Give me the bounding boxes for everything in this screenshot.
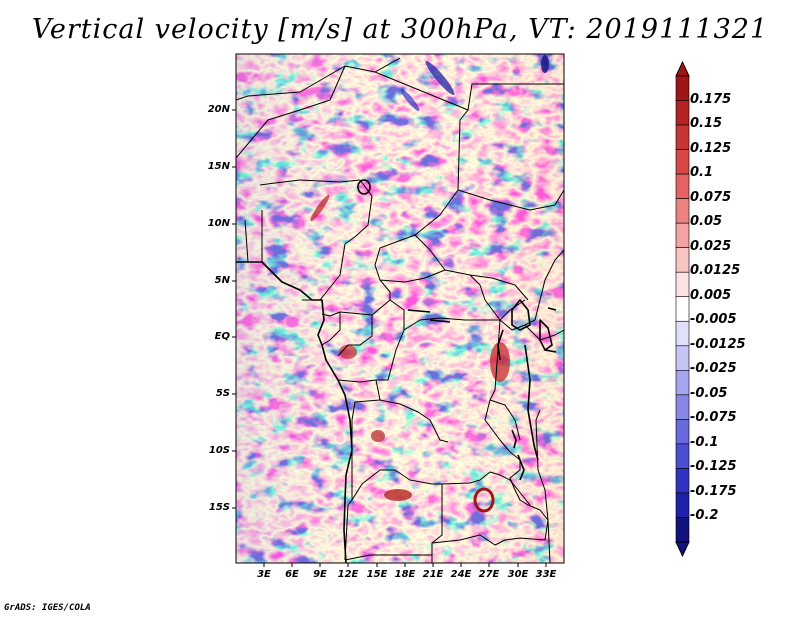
updraft-cell bbox=[339, 345, 357, 359]
colorbar-min-arrow bbox=[675, 541, 690, 558]
lon-label-27e: 27E bbox=[478, 569, 500, 580]
lon-label-15e: 15E bbox=[366, 569, 388, 580]
colorbar-tick-label: -0.2 bbox=[690, 508, 719, 524]
lon-label-18e: 18E bbox=[394, 569, 416, 580]
colorbar-swatch bbox=[675, 173, 690, 199]
colorbar-swatch bbox=[675, 198, 690, 224]
updraft-cell bbox=[310, 194, 330, 222]
updraft-cell bbox=[371, 430, 385, 442]
velocity-field bbox=[236, 54, 564, 563]
colorbar-tick-label: -0.125 bbox=[690, 459, 737, 475]
colorbar-swatch bbox=[675, 492, 690, 518]
colorbar-swatch bbox=[675, 247, 690, 273]
lat-label-eq: EQ bbox=[214, 331, 230, 342]
map-frame bbox=[235, 53, 565, 564]
colorbar-tick-label: -0.0125 bbox=[690, 336, 746, 352]
colorbar bbox=[675, 60, 690, 558]
lon-label-6e: 6E bbox=[285, 569, 299, 580]
colorbar-tick-label: 0.025 bbox=[690, 238, 732, 254]
colorbar-tick-label: 0.1 bbox=[690, 165, 714, 181]
updraft-cell bbox=[490, 342, 510, 382]
colorbar-swatch bbox=[675, 271, 690, 298]
downdraft-cell bbox=[425, 60, 455, 96]
lon-ticks bbox=[263, 563, 547, 567]
lon-label-21e: 21E bbox=[422, 569, 444, 580]
colorbar-swatch bbox=[675, 124, 690, 150]
lon-label-3e: 3E bbox=[257, 569, 271, 580]
updraft-cell bbox=[473, 487, 495, 513]
lat-label-10s: 10S bbox=[208, 445, 230, 456]
colorbar-max-arrow bbox=[675, 60, 690, 77]
lat-label-20n: 20N bbox=[207, 104, 230, 115]
colorbar-tick-label: 0.05 bbox=[690, 214, 723, 230]
colorbar-tick-label: -0.175 bbox=[690, 483, 737, 499]
colorbar-swatch bbox=[675, 468, 690, 494]
colorbar-swatch bbox=[675, 419, 690, 445]
colorbar-swatch bbox=[675, 149, 690, 175]
colorbar-tick-label: 0.0125 bbox=[690, 263, 741, 279]
lat-ticks bbox=[232, 109, 236, 509]
colorbar-tick-label: -0.1 bbox=[690, 434, 719, 450]
lat-label-15n: 15N bbox=[207, 161, 230, 172]
colorbar-tick-label: -0.05 bbox=[690, 385, 728, 401]
downdraft-cell bbox=[400, 89, 420, 111]
lon-label-24e: 24E bbox=[450, 569, 472, 580]
colorbar-swatch bbox=[675, 75, 690, 101]
colorbar-tick-label: 0.005 bbox=[690, 287, 732, 303]
updraft-cell bbox=[384, 489, 412, 501]
colorbar-tick-label: 0.175 bbox=[690, 91, 732, 107]
colorbar-swatch bbox=[675, 296, 690, 322]
colorbar-tick-label: -0.005 bbox=[690, 312, 737, 328]
colorbar-tick-label: -0.025 bbox=[690, 361, 737, 377]
grads-credit: GrADS: IGES/COLA bbox=[4, 603, 91, 613]
colorbar-swatch bbox=[675, 100, 690, 126]
colorbar-swatch bbox=[675, 394, 690, 420]
colorbar-swatch bbox=[675, 320, 690, 347]
lat-label-5s: 5S bbox=[215, 388, 230, 399]
colorbar-swatch bbox=[675, 517, 690, 543]
colorbar-swatch bbox=[675, 345, 690, 371]
lat-label-5n: 5N bbox=[214, 275, 230, 286]
colorbar-tick-label: 0.15 bbox=[690, 116, 723, 132]
colorbar-tick-label: 0.125 bbox=[690, 140, 732, 156]
colorbar-tick-label: 0.075 bbox=[690, 189, 732, 205]
colorbar-swatch bbox=[675, 443, 690, 469]
colorbar-tick-label: -0.075 bbox=[690, 410, 737, 426]
lat-label-10n: 10N bbox=[207, 218, 230, 229]
coastlines-and-lakes bbox=[236, 179, 557, 563]
lon-label-9e: 9E bbox=[313, 569, 327, 580]
lon-label-33e: 33E bbox=[535, 569, 557, 580]
colorbar-swatch bbox=[675, 370, 690, 396]
downdraft-cell bbox=[541, 55, 549, 73]
lat-label-15s: 15S bbox=[208, 502, 230, 513]
chart-title: Vertical velocity [m/s] at 300hPa, VT: 2… bbox=[31, 14, 769, 45]
colorbar-swatch bbox=[675, 222, 690, 248]
lon-label-30e: 30E bbox=[507, 569, 529, 580]
lon-label-12e: 12E bbox=[337, 569, 359, 580]
